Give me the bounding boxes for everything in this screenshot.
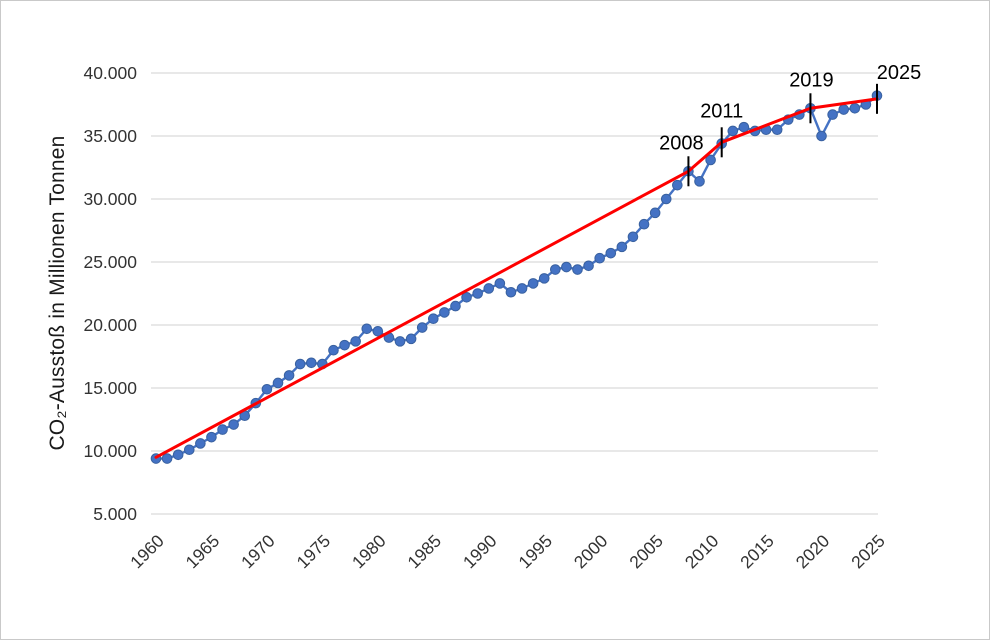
data-point-marker (339, 339, 350, 351)
annotation-label: 2025 (877, 62, 922, 84)
x-tick-label: 1990 (459, 531, 501, 573)
x-tick-label: 1985 (403, 531, 445, 573)
data-point-marker (305, 357, 317, 369)
data-point-marker (660, 193, 672, 205)
data-point-marker (294, 358, 306, 370)
data-point-marker (583, 260, 594, 272)
x-tick-label: 1975 (293, 531, 335, 573)
y-tick-label: 20.000 (83, 315, 137, 335)
data-point-marker (283, 370, 295, 381)
x-tick-label: 1965 (182, 531, 224, 573)
data-point-marker (461, 291, 472, 303)
data-point-marker (627, 231, 639, 243)
data-point-marker (183, 444, 195, 456)
y-tick-label: 35.000 (83, 126, 137, 146)
x-tick-label: 2020 (792, 531, 834, 573)
data-point-marker (771, 124, 783, 135)
data-point-marker (261, 383, 273, 395)
trend-line (154, 97, 879, 459)
data-point-marker (527, 278, 539, 289)
x-tick-label: 2005 (625, 531, 667, 573)
annotation-label: 2019 (789, 69, 834, 91)
data-point-marker (727, 125, 739, 137)
data-point-marker (439, 307, 450, 318)
x-tick-label: 1970 (237, 531, 279, 573)
data-point-marker (849, 102, 861, 114)
data-point-marker (638, 218, 650, 230)
data-point-marker (450, 300, 461, 312)
x-tick-label: 2000 (570, 531, 612, 573)
x-tick-label: 2025 (847, 531, 889, 573)
data-point-marker (361, 323, 373, 335)
data-point-marker (738, 121, 750, 133)
data-point-marker (594, 252, 605, 264)
data-point-marker (538, 273, 550, 284)
y-tick-label: 40.000 (83, 63, 137, 83)
annotation-label: 2011 (700, 100, 743, 122)
data-point-marker (516, 283, 528, 294)
data-point-marker (206, 431, 217, 443)
y-tick-label: 30.000 (83, 189, 137, 209)
data-point-marker (561, 261, 572, 273)
x-tick-label: 1995 (514, 531, 556, 573)
data-point-marker (616, 241, 628, 253)
data-point-marker (195, 438, 206, 449)
data-point-marker (672, 179, 683, 191)
data-point-marker (649, 207, 661, 219)
x-tick-label: 2015 (736, 531, 778, 573)
data-point-marker (472, 288, 483, 299)
data-point-marker (328, 344, 339, 356)
data-point-marker (372, 326, 384, 337)
data-point-marker (272, 377, 284, 389)
data-point-marker (572, 264, 583, 275)
data-point-marker (416, 322, 428, 333)
annotation-label: 2008 (659, 132, 704, 154)
data-point-marker (694, 176, 705, 187)
data-point-marker (550, 264, 561, 275)
y-tick-label: 25.000 (83, 252, 137, 272)
x-tick-label: 1960 (126, 531, 168, 573)
x-tick-label: 2010 (681, 531, 723, 573)
data-point-marker (228, 419, 239, 430)
x-tick-label: 1980 (348, 531, 390, 573)
data-point-marker (705, 154, 716, 166)
y-tick-label: 15.000 (83, 378, 137, 398)
data-point-marker (428, 313, 439, 325)
y-tick-label: 10.000 (83, 441, 137, 461)
data-point-marker (838, 104, 850, 115)
data-point-marker (217, 424, 228, 435)
data-point-marker (505, 286, 517, 298)
data-point-marker (172, 449, 184, 461)
data-point-marker (605, 247, 617, 259)
data-point-marker (827, 109, 838, 120)
annual-series-line (156, 94, 878, 460)
data-point-marker (350, 336, 361, 347)
data-point-marker (161, 453, 173, 464)
y-tick-label: 5.000 (93, 504, 137, 524)
y-axis-title: CO₂-Ausstoß in Millionen Tonnen (46, 135, 69, 451)
data-point-marker (483, 283, 495, 294)
data-point-marker (394, 336, 406, 347)
data-point-marker (816, 130, 827, 142)
data-point-marker (405, 333, 417, 345)
data-point-marker (494, 278, 506, 289)
